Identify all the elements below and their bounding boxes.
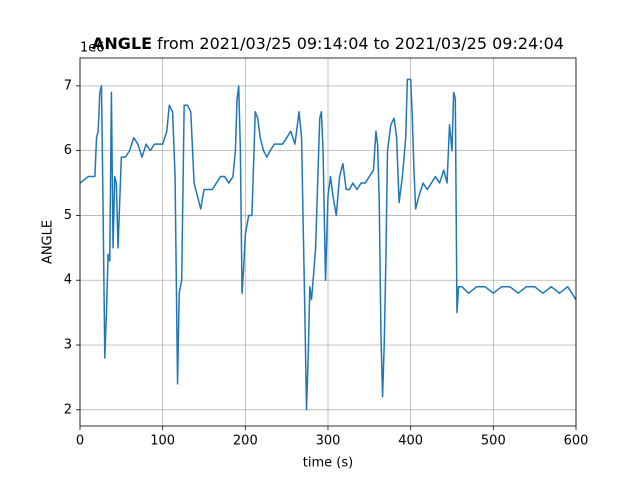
y-tick-label: 2 <box>64 402 72 417</box>
x-axis-label: time (s) <box>303 456 353 471</box>
x-tick-label: 200 <box>233 434 258 449</box>
x-tick-label: 0 <box>76 434 84 449</box>
chart-title: ANGLE from 2021/03/25 09:14:04 to 2021/03… <box>92 34 564 53</box>
x-tick-label: 400 <box>398 434 423 449</box>
x-tick-label: 600 <box>564 434 589 449</box>
data-line <box>79 78 577 411</box>
title-range: from 2021/03/25 09:14:04 to 2021/03/25 0… <box>157 34 564 53</box>
y-axis-label: ANGLE <box>41 220 56 264</box>
y-tick-label: 5 <box>64 208 72 223</box>
title-variable: ANGLE <box>92 34 152 53</box>
y-tick-label: 4 <box>64 273 72 288</box>
y-tick-label: 3 <box>64 338 72 353</box>
y-tick-label: 6 <box>64 143 72 158</box>
x-tick-label: 300 <box>316 434 341 449</box>
x-tick-label: 100 <box>150 434 175 449</box>
x-tick-label: 500 <box>481 434 506 449</box>
y-offset-label: 1e6 <box>80 41 105 56</box>
y-tick-label: 7 <box>64 78 72 93</box>
plot-frame <box>79 57 577 427</box>
